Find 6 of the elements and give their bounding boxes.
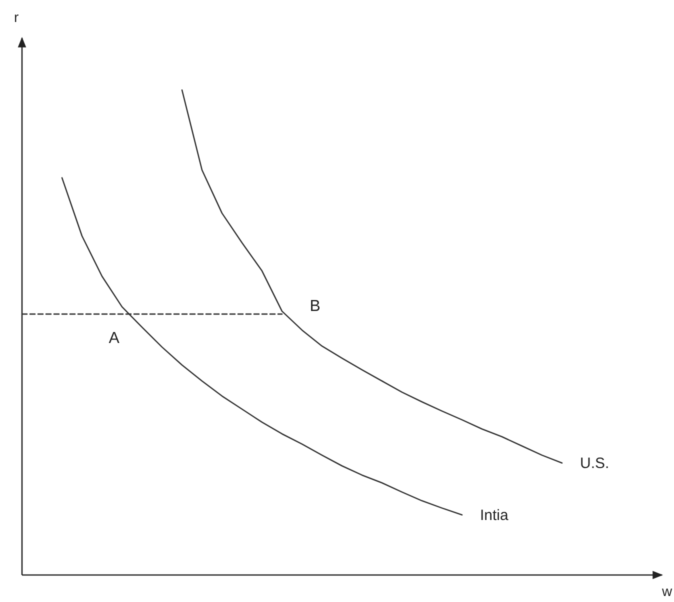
- x-axis-title: w: [661, 583, 673, 599]
- series-label: Intia: [480, 506, 510, 524]
- y-axis-title: r: [14, 9, 19, 25]
- series-label: U.S.: [580, 454, 610, 472]
- annotation: B: [310, 298, 320, 316]
- annotation: A: [108, 330, 120, 348]
